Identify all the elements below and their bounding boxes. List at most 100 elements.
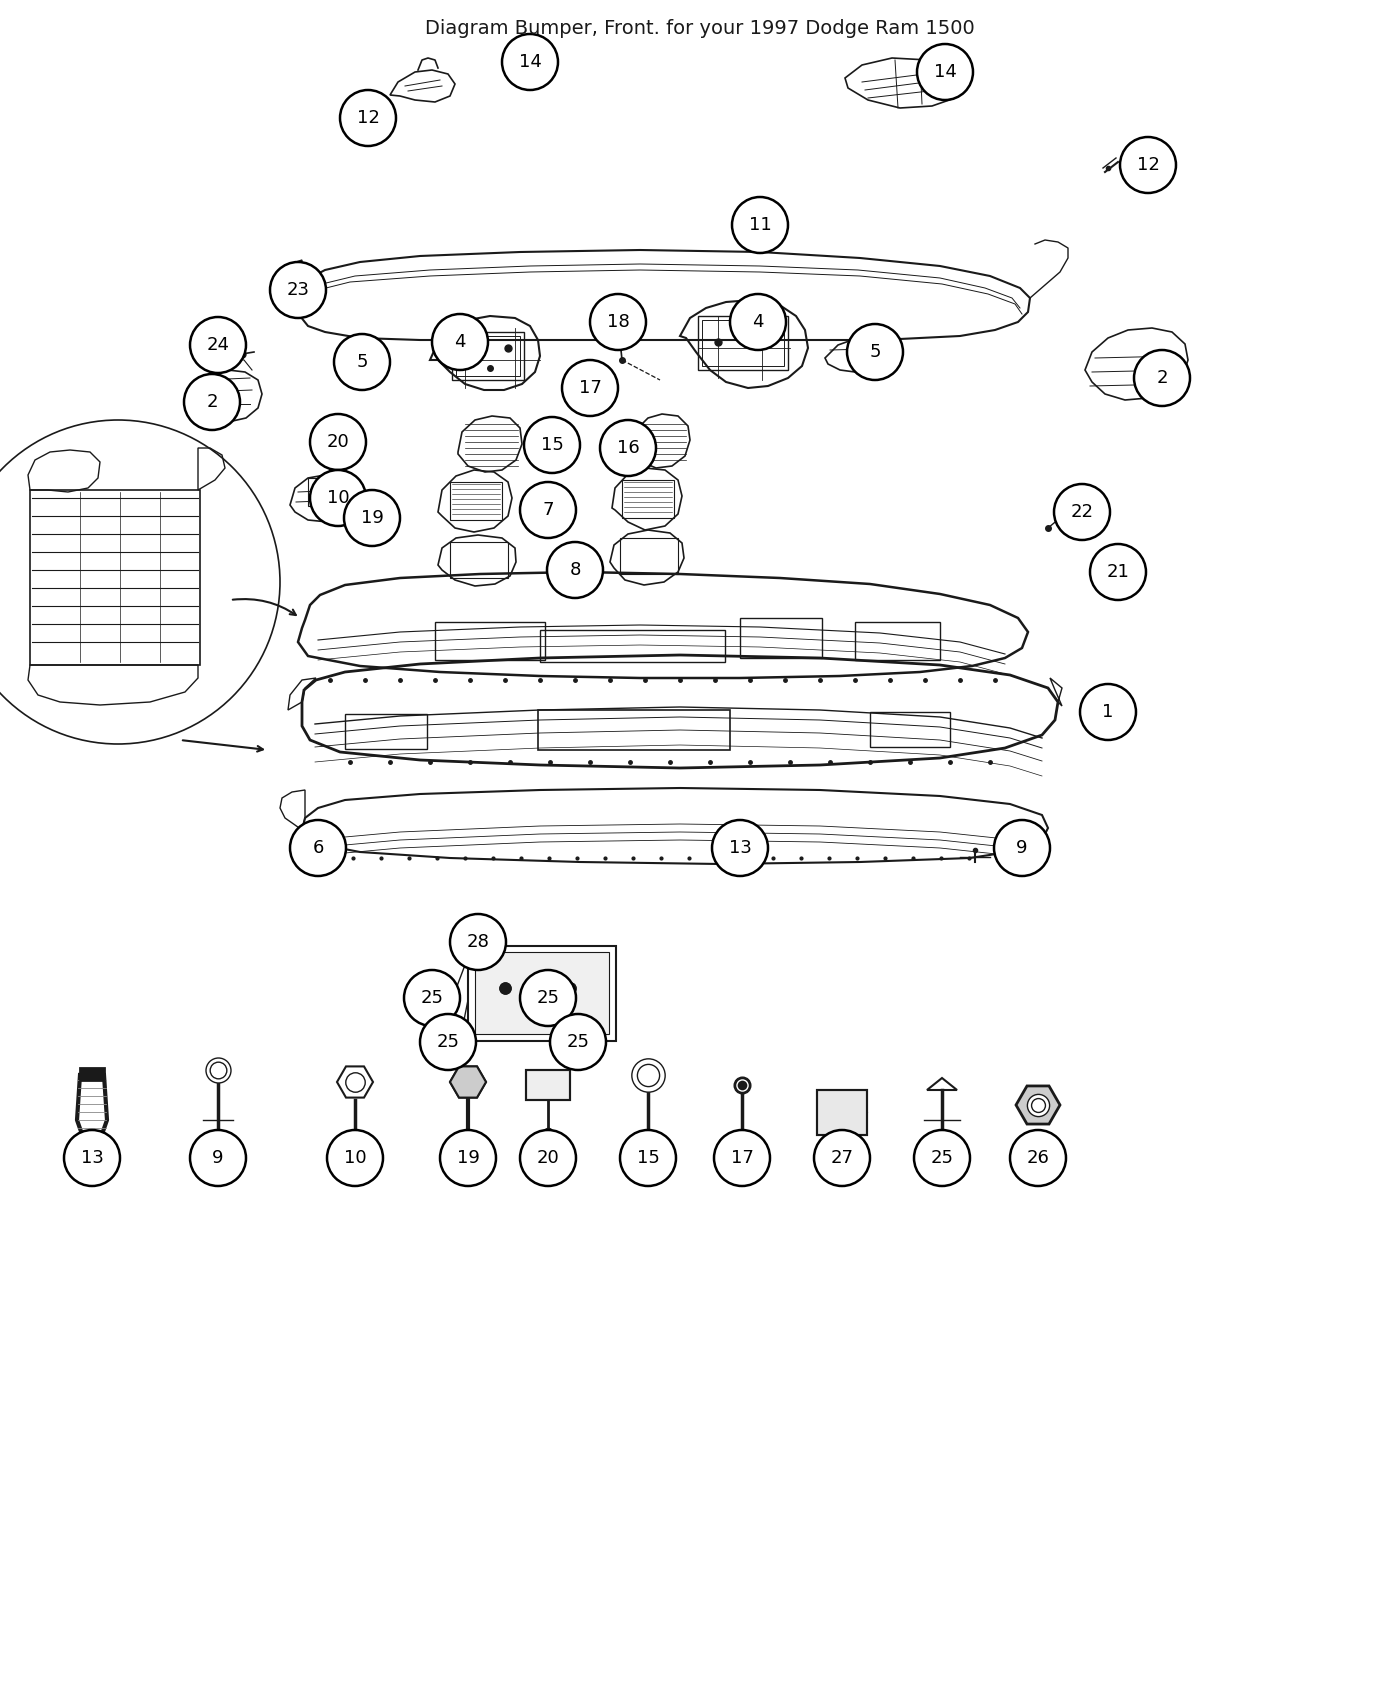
Circle shape: [183, 374, 239, 430]
Bar: [540, 631, 725, 661]
Circle shape: [519, 971, 575, 1027]
Text: 5: 5: [356, 354, 368, 371]
Text: 2: 2: [206, 393, 218, 411]
Circle shape: [601, 420, 657, 476]
Circle shape: [309, 469, 365, 525]
Bar: [449, 542, 508, 578]
Circle shape: [917, 44, 973, 100]
Bar: [869, 712, 951, 746]
Text: 17: 17: [578, 379, 602, 398]
Text: 9: 9: [213, 1149, 224, 1166]
Text: 6: 6: [312, 840, 323, 857]
Text: 15: 15: [540, 435, 563, 454]
Text: 7: 7: [542, 502, 554, 518]
Bar: [734, 1137, 750, 1148]
Bar: [620, 537, 678, 575]
Circle shape: [270, 262, 326, 318]
Text: 20: 20: [536, 1149, 560, 1166]
Text: 13: 13: [81, 1149, 104, 1166]
Circle shape: [561, 360, 617, 416]
Circle shape: [713, 819, 769, 876]
Circle shape: [309, 415, 365, 469]
Circle shape: [524, 416, 580, 473]
Text: 21: 21: [1106, 563, 1130, 581]
Text: 25: 25: [931, 1149, 953, 1166]
Circle shape: [449, 915, 505, 971]
Text: 25: 25: [567, 1034, 589, 1051]
Circle shape: [589, 294, 645, 350]
Bar: [29, 490, 200, 665]
Circle shape: [519, 483, 575, 537]
Text: 10: 10: [343, 1149, 367, 1166]
Bar: [818, 1090, 867, 1136]
Bar: [526, 1069, 570, 1100]
Text: 20: 20: [326, 434, 350, 450]
Bar: [456, 337, 519, 376]
Text: 16: 16: [616, 439, 640, 457]
Circle shape: [328, 1130, 384, 1187]
Bar: [80, 1068, 104, 1080]
Bar: [468, 945, 616, 1040]
Bar: [452, 332, 524, 381]
Circle shape: [433, 314, 489, 371]
Text: 5: 5: [869, 343, 881, 360]
Text: 25: 25: [420, 989, 444, 1006]
Circle shape: [405, 971, 461, 1027]
Circle shape: [994, 819, 1050, 876]
Text: 11: 11: [749, 216, 771, 235]
Text: 4: 4: [454, 333, 466, 350]
Text: 8: 8: [570, 561, 581, 580]
Text: 23: 23: [287, 280, 309, 299]
Circle shape: [340, 90, 396, 146]
Circle shape: [519, 1130, 575, 1187]
Text: 28: 28: [466, 933, 490, 950]
Bar: [818, 1090, 867, 1136]
Bar: [435, 622, 545, 660]
Circle shape: [1009, 1130, 1065, 1187]
Circle shape: [847, 325, 903, 381]
Circle shape: [190, 1130, 246, 1187]
Bar: [344, 714, 427, 750]
Circle shape: [1120, 138, 1176, 194]
Circle shape: [1091, 544, 1147, 600]
Polygon shape: [1016, 1086, 1060, 1124]
Circle shape: [729, 294, 785, 350]
Bar: [741, 619, 822, 658]
Bar: [475, 952, 609, 1034]
Bar: [855, 622, 939, 660]
Circle shape: [1079, 683, 1135, 740]
Circle shape: [732, 197, 788, 253]
Circle shape: [714, 1130, 770, 1187]
Text: 1: 1: [1102, 704, 1113, 721]
Bar: [622, 479, 673, 518]
Bar: [538, 711, 729, 750]
Circle shape: [420, 1013, 476, 1069]
Circle shape: [813, 1130, 869, 1187]
Bar: [699, 316, 788, 371]
Circle shape: [290, 819, 346, 876]
Circle shape: [914, 1130, 970, 1187]
Circle shape: [1134, 350, 1190, 406]
Circle shape: [1054, 484, 1110, 541]
Circle shape: [335, 333, 391, 389]
Bar: [308, 478, 344, 507]
Circle shape: [547, 542, 603, 598]
Circle shape: [344, 490, 400, 546]
Circle shape: [440, 1130, 496, 1187]
Circle shape: [190, 316, 246, 372]
Circle shape: [620, 1130, 676, 1187]
Text: 9: 9: [1016, 840, 1028, 857]
Text: 15: 15: [637, 1149, 659, 1166]
Text: 17: 17: [731, 1149, 753, 1166]
Text: 25: 25: [536, 989, 560, 1006]
Bar: [449, 483, 503, 520]
Text: 25: 25: [437, 1034, 459, 1051]
Text: 14: 14: [518, 53, 542, 71]
Text: 18: 18: [606, 313, 630, 332]
Text: 22: 22: [1071, 503, 1093, 520]
Circle shape: [64, 1130, 120, 1187]
Text: 4: 4: [752, 313, 764, 332]
Text: Diagram Bumper, Front. for your 1997 Dodge Ram 1500: Diagram Bumper, Front. for your 1997 Dod…: [426, 19, 974, 37]
Text: 27: 27: [830, 1149, 854, 1166]
Text: 19: 19: [361, 508, 384, 527]
